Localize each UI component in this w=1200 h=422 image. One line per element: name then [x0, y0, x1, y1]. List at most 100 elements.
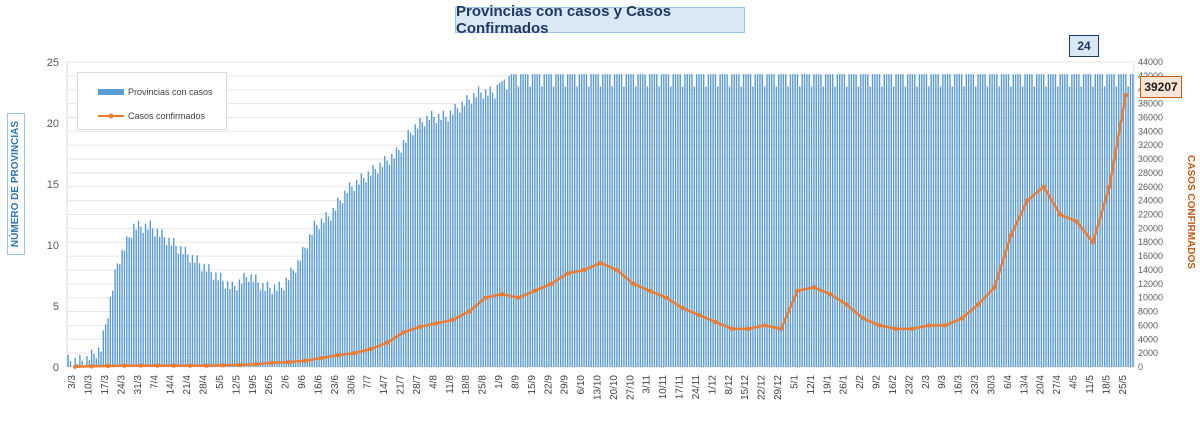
- legend-entry-provincias: Provincias con casos: [78, 85, 213, 99]
- bar: [970, 74, 972, 367]
- bar: [637, 74, 639, 367]
- bar: [510, 74, 513, 367]
- bar: [848, 74, 850, 367]
- bar: [616, 74, 618, 367]
- bar: [1007, 74, 1010, 367]
- bar: [285, 277, 287, 367]
- casos-point: [680, 305, 685, 311]
- bar: [946, 74, 949, 367]
- bar: [116, 263, 119, 367]
- casos-point: [1057, 212, 1063, 217]
- bar: [878, 74, 881, 367]
- x-tick-label: 21/4: [182, 375, 193, 395]
- bar: [430, 110, 433, 368]
- bar: [738, 74, 740, 367]
- casos-point: [877, 323, 882, 328]
- bar: [294, 272, 297, 367]
- x-tick-label: 30/6: [346, 375, 357, 395]
- bar: [928, 86, 930, 368]
- bar: [149, 220, 151, 367]
- bar: [170, 245, 173, 367]
- bar: [384, 156, 386, 367]
- bar: [595, 74, 597, 367]
- bar: [470, 103, 473, 367]
- bar: [517, 86, 520, 368]
- bar: [203, 263, 205, 367]
- y-axis-left-label: NÚMERO DE PROVINCIAS: [7, 113, 25, 255]
- bar: [815, 74, 817, 367]
- bar: [165, 245, 168, 367]
- bar: [541, 86, 543, 368]
- bar: [156, 228, 158, 367]
- bar: [498, 82, 501, 368]
- casos-point: [1107, 184, 1112, 189]
- bar: [979, 74, 982, 367]
- bar: [1035, 74, 1038, 367]
- bar: [229, 289, 231, 367]
- bar: [205, 271, 208, 367]
- bar: [316, 224, 318, 367]
- casos-point: [713, 319, 718, 325]
- bar: [459, 112, 461, 368]
- bar: [433, 116, 435, 368]
- bar: [327, 216, 330, 367]
- bar: [780, 74, 782, 367]
- bar: [632, 74, 635, 367]
- bar: [953, 74, 956, 367]
- bar: [843, 74, 846, 367]
- bar: [918, 74, 921, 367]
- casos-point: [450, 317, 455, 323]
- bar: [88, 360, 90, 367]
- bar: [942, 74, 944, 367]
- bar: [1010, 86, 1012, 368]
- legend-label-casos: Casos confirmados: [128, 111, 206, 121]
- casos-point: [581, 267, 587, 273]
- x-tick-label: 17/3: [100, 375, 111, 395]
- x-tick-label: 5/5: [215, 375, 226, 389]
- bar: [571, 74, 574, 367]
- y-right-tick-label: 34000: [1138, 126, 1163, 136]
- bar: [714, 74, 717, 367]
- x-tick-label: 22/12: [757, 375, 768, 400]
- bar: [358, 184, 360, 367]
- bar: [728, 86, 731, 368]
- chart-title: Provincias con casos y Casos Confirmados: [455, 3, 745, 37]
- bar: [700, 74, 703, 367]
- bar: [639, 74, 642, 367]
- bar: [841, 74, 843, 367]
- x-tick-label: 15/12: [740, 375, 751, 400]
- x-tick-label: 29/9: [560, 375, 571, 395]
- bar: [144, 223, 147, 367]
- bar: [1113, 74, 1115, 367]
- x-tick-label: 23/6: [330, 375, 341, 395]
- bar: [133, 223, 135, 367]
- bar: [862, 74, 864, 367]
- bar: [789, 74, 792, 367]
- bar: [578, 74, 581, 367]
- bar: [1061, 74, 1064, 367]
- bar: [838, 74, 841, 367]
- bar: [597, 74, 599, 367]
- bar: [932, 74, 935, 367]
- bar: [609, 74, 611, 367]
- bar: [177, 253, 180, 367]
- bar: [846, 86, 848, 368]
- bar: [367, 171, 370, 367]
- bar: [231, 281, 234, 367]
- bar: [719, 74, 721, 367]
- bar: [196, 255, 198, 367]
- y-right-tick-label: 42000: [1138, 71, 1163, 81]
- bar: [421, 122, 423, 367]
- bar: [480, 92, 482, 367]
- bar: [906, 74, 909, 367]
- bar: [817, 74, 820, 367]
- bar: [1120, 74, 1122, 367]
- y-left-tick-label: 15: [47, 179, 59, 191]
- bar: [679, 74, 681, 367]
- casos-point: [1025, 198, 1030, 203]
- x-tick-label: 18/5: [1101, 375, 1112, 395]
- casos-point: [368, 346, 373, 352]
- y-right-tick-label: 44000: [1138, 57, 1163, 67]
- bar: [1094, 74, 1097, 367]
